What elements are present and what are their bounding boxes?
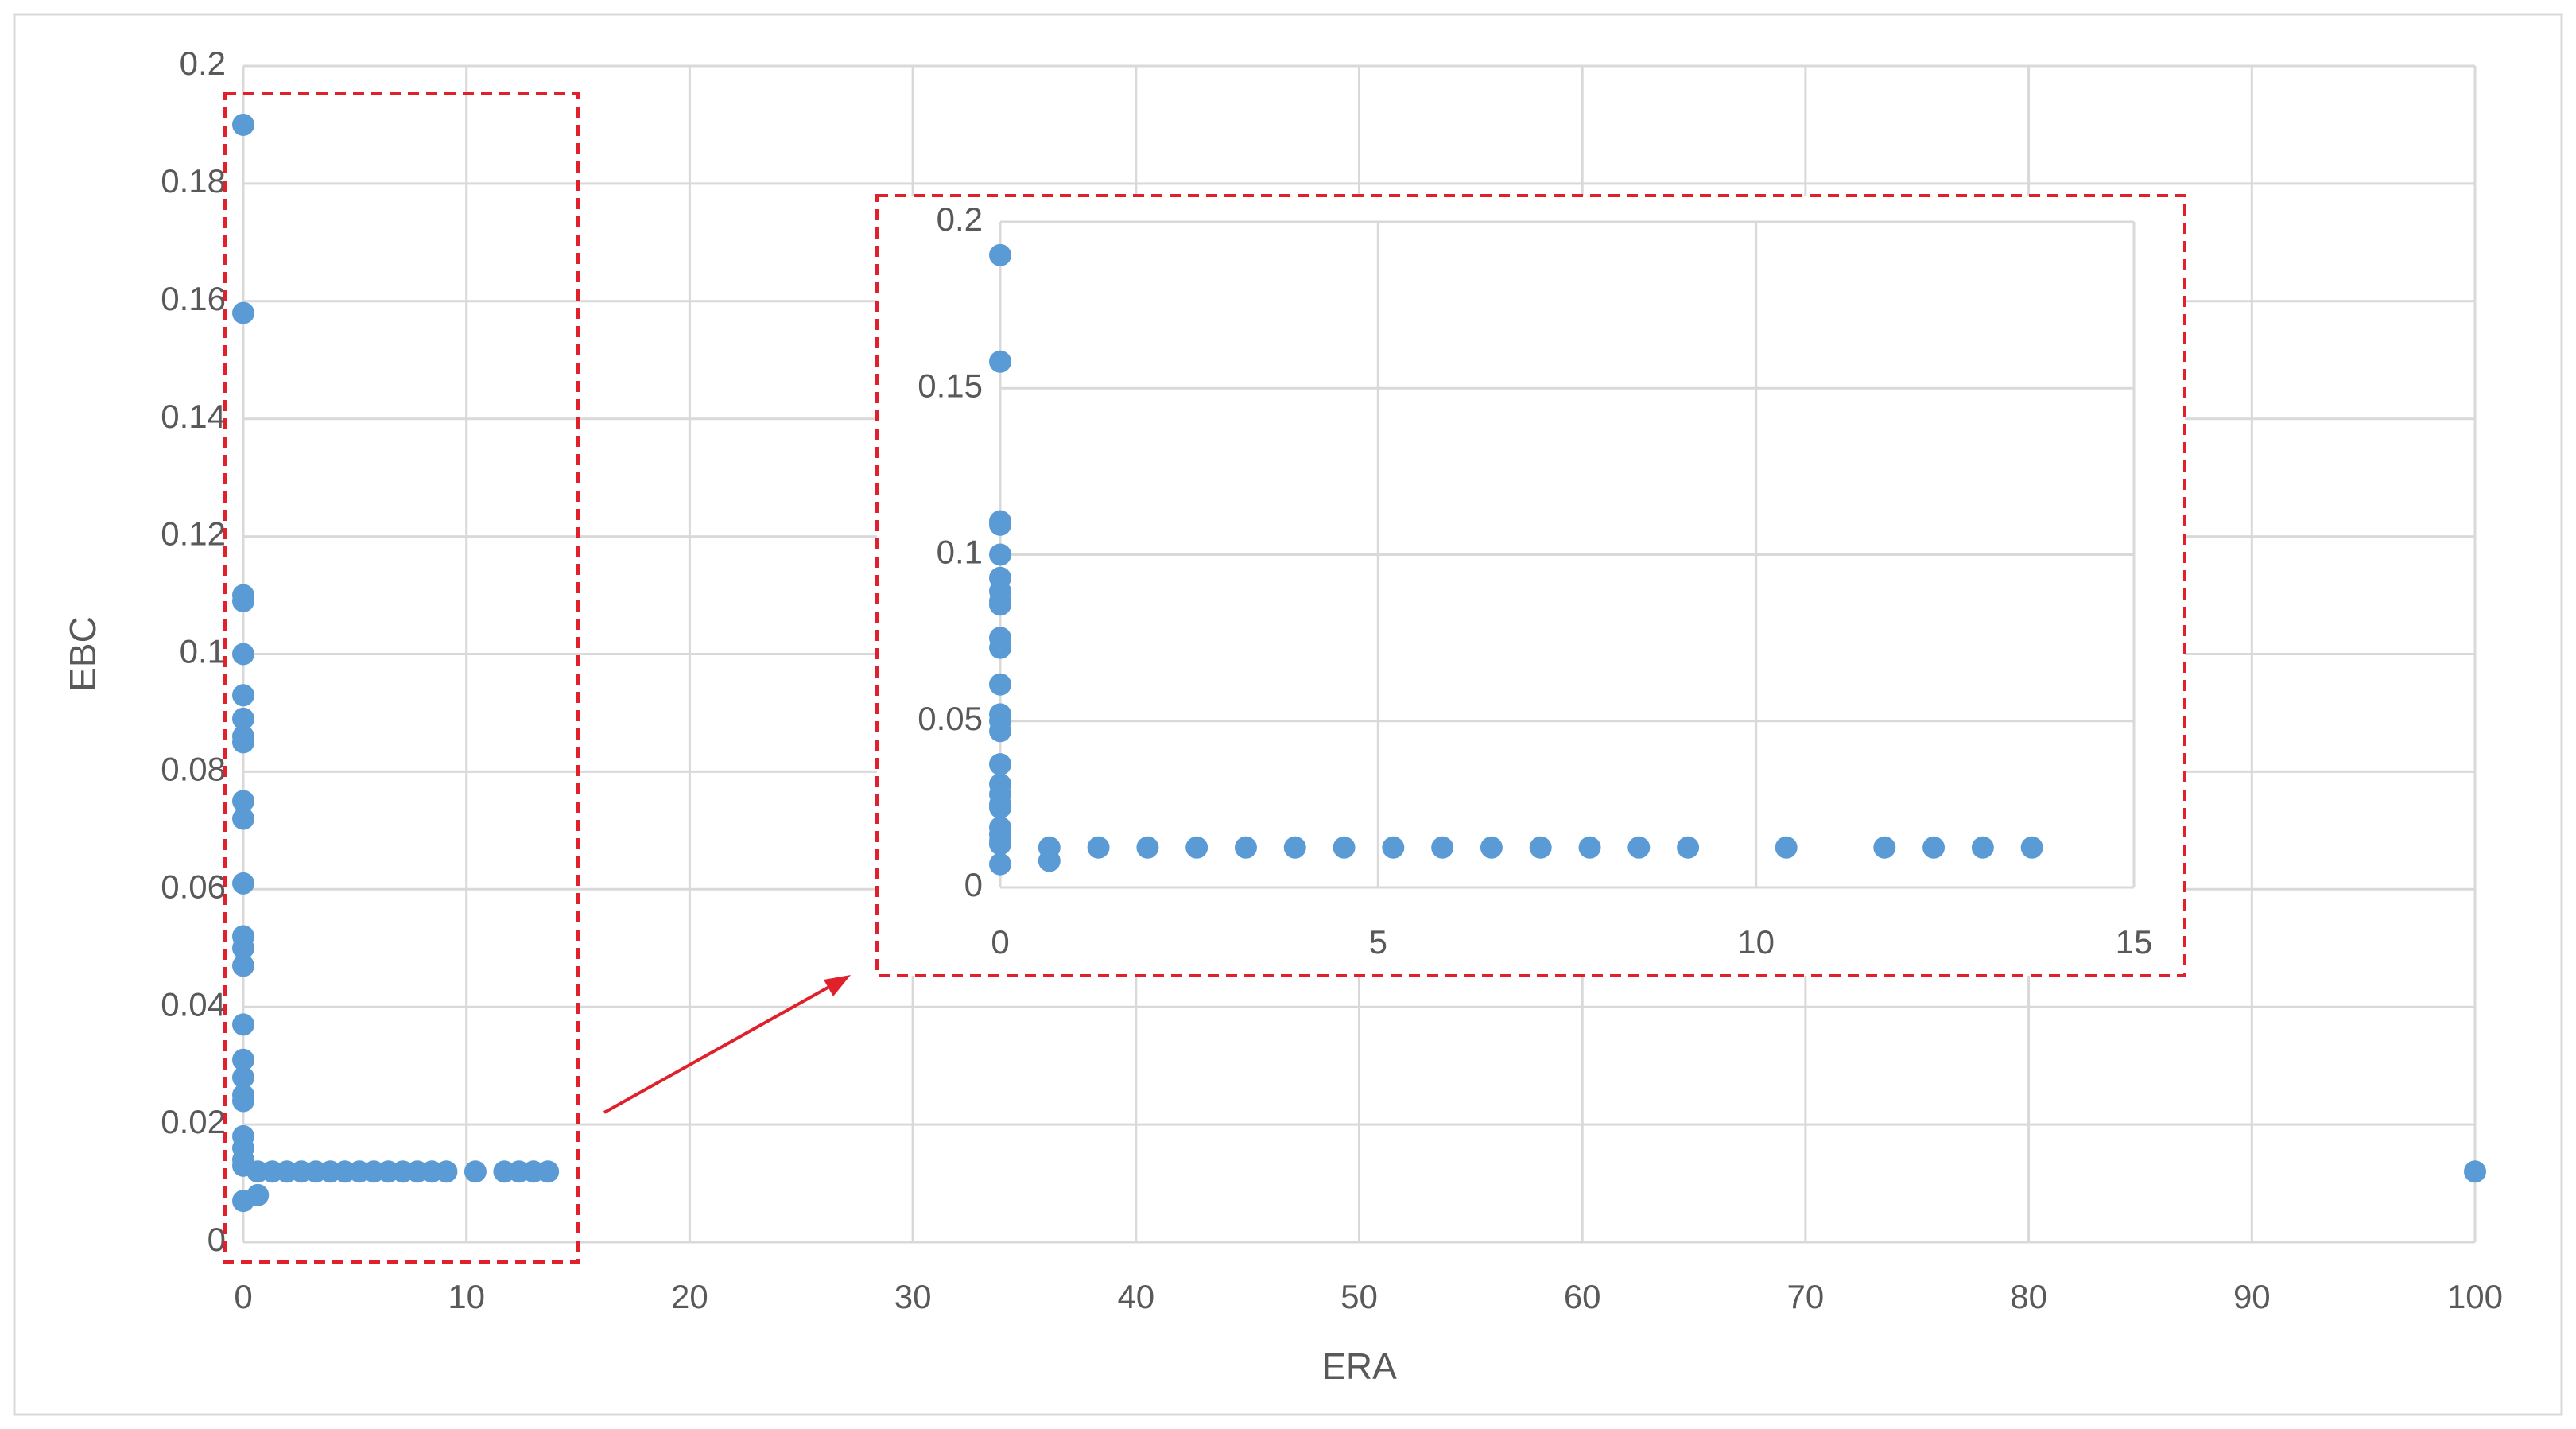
x-tick-label: 5	[1369, 923, 1387, 961]
point	[232, 1013, 254, 1036]
point	[464, 1160, 487, 1183]
y-tick-label: 0.08	[161, 750, 226, 787]
inset-background	[877, 196, 2185, 976]
point	[232, 113, 254, 136]
x-tick-label: 15	[2116, 923, 2153, 961]
point	[1627, 836, 1651, 859]
point	[232, 1066, 254, 1089]
point	[989, 796, 1011, 819]
x-tick-label: 20	[671, 1278, 708, 1315]
y-tick-label: 0.2	[180, 45, 226, 82]
point	[232, 589, 254, 612]
point	[1234, 836, 1257, 859]
point	[989, 833, 1011, 856]
x-tick-label: 0	[234, 1278, 252, 1315]
x-axis-title: ERA	[1321, 1346, 1397, 1387]
main-plot: 00.020.040.060.080.10.120.140.160.180.20…	[62, 45, 2503, 1387]
x-tick-label: 70	[1787, 1278, 1825, 1315]
point	[989, 543, 1011, 566]
point	[1529, 836, 1552, 859]
y-tick-label: 0.05	[918, 700, 983, 737]
point	[232, 790, 254, 813]
inset-frame	[875, 194, 2186, 977]
point	[1971, 836, 1994, 859]
x-tick-label: 10	[448, 1278, 485, 1315]
point	[1283, 836, 1306, 859]
point	[989, 753, 1011, 776]
point	[989, 513, 1011, 536]
y-tick-label: 0.2	[937, 200, 983, 238]
y-tick-label: 0.15	[918, 367, 983, 404]
point	[232, 643, 254, 666]
point	[1922, 836, 1946, 859]
zoom-arrow	[603, 982, 836, 1114]
point	[1480, 836, 1503, 859]
point	[1431, 836, 1454, 859]
point	[2464, 1160, 2486, 1183]
x-tick-label: 100	[2447, 1278, 2503, 1315]
y-tick-label: 0	[964, 866, 983, 903]
x-tick-label: 50	[1340, 1278, 1378, 1315]
point	[232, 954, 254, 977]
y-tick-label: 0.06	[161, 868, 226, 905]
point	[435, 1160, 458, 1183]
point	[232, 301, 254, 324]
point	[1087, 836, 1110, 859]
point	[989, 720, 1011, 743]
y-tick-label: 0.1	[937, 534, 983, 571]
point	[232, 684, 254, 707]
point	[989, 350, 1011, 373]
point	[989, 636, 1011, 659]
point	[232, 1089, 254, 1113]
point	[1775, 836, 1798, 859]
zoom-region	[223, 92, 580, 1264]
y-axis-title: EBC	[62, 616, 103, 692]
y-tick-label: 0.1	[180, 633, 226, 670]
y-tick-label: 0.14	[161, 398, 226, 435]
x-tick-label: 0	[991, 923, 1009, 961]
x-tick-label: 30	[894, 1278, 932, 1315]
point	[989, 593, 1011, 616]
point	[232, 937, 254, 960]
point	[1873, 836, 1896, 859]
point	[1333, 836, 1356, 859]
point	[1677, 836, 1700, 859]
point	[232, 807, 254, 830]
y-tick-label: 0.02	[161, 1103, 226, 1140]
zoom-arrow-head	[824, 975, 851, 996]
point	[232, 872, 254, 895]
point	[2020, 836, 2043, 859]
point	[232, 707, 254, 730]
point	[537, 1160, 560, 1183]
point	[1136, 836, 1159, 859]
x-tick-label: 80	[2010, 1278, 2047, 1315]
point	[989, 852, 1011, 876]
point	[1038, 836, 1061, 859]
y-tick-label: 0	[208, 1221, 226, 1258]
x-tick-label: 60	[1564, 1278, 1601, 1315]
point	[1185, 836, 1208, 859]
y-tick-label: 0.18	[161, 162, 226, 200]
x-tick-label: 10	[1737, 923, 1775, 961]
point	[989, 243, 1011, 266]
y-tick-label: 0.12	[161, 515, 226, 553]
point	[246, 1183, 270, 1206]
point	[989, 673, 1011, 696]
point	[1578, 836, 1601, 859]
x-tick-label: 90	[2233, 1278, 2271, 1315]
point	[232, 731, 254, 754]
x-tick-label: 40	[1117, 1278, 1154, 1315]
point	[232, 1048, 254, 1071]
point	[1382, 836, 1405, 859]
y-tick-label: 0.16	[161, 280, 226, 317]
y-tick-label: 0.04	[161, 985, 226, 1023]
inset-plot: 0 0.05 0.1 0.15 0.2 0 5 10 15	[918, 200, 2152, 961]
